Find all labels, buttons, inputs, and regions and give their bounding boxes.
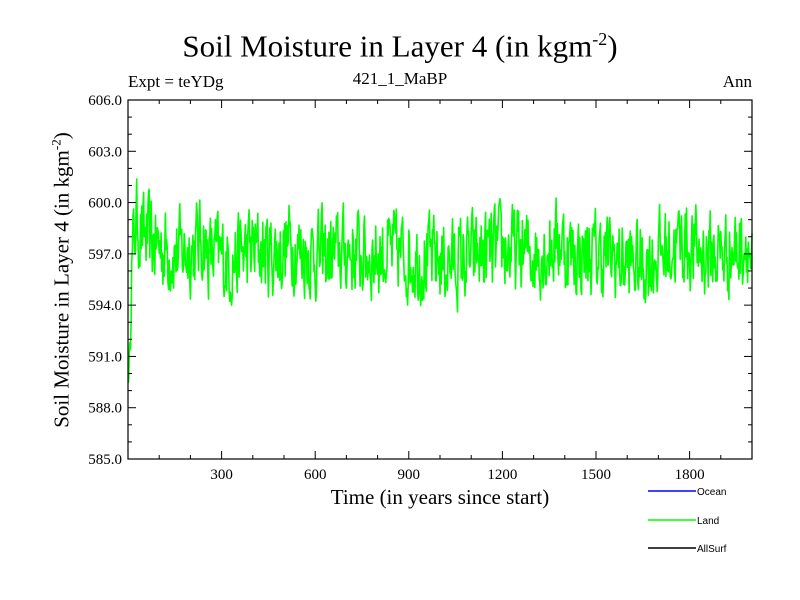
experiment-label: Expt = teYDg <box>128 72 224 91</box>
series-layer <box>127 178 753 383</box>
legend-label-land: Land <box>697 516 719 527</box>
x-tick-label: 1500 <box>581 467 611 483</box>
y-tick-label: 597.0 <box>88 247 122 263</box>
series-line-land <box>127 178 753 383</box>
y-tick-label: 603.0 <box>88 144 122 160</box>
season-label: Ann <box>722 72 752 91</box>
x-tick-label: 1800 <box>675 467 705 483</box>
y-tick-label: 600.0 <box>88 196 122 212</box>
chart-title-exponent: -2 <box>592 29 608 49</box>
y-tick-label: 594.0 <box>88 298 122 314</box>
x-tick-label: 600 <box>304 467 327 483</box>
x-tick-label: 300 <box>210 467 233 483</box>
chart-subtitle: 421_1_MaBP <box>352 69 448 88</box>
chart-title-close: ) <box>607 28 618 64</box>
y-tick-label: 585.0 <box>88 452 122 468</box>
legend: Ocean Land AllSurf <box>648 487 727 555</box>
legend-label-ocean: Ocean <box>697 487 726 498</box>
y-tick-label: 588.0 <box>88 401 122 417</box>
y-tick-label: 591.0 <box>88 349 122 365</box>
x-axis-label: Time (in years since start) <box>330 485 550 509</box>
y-tick-label: 606.0 <box>88 93 122 109</box>
chart-title: Soil Moisture in Layer 4 (in kgm-2) <box>0 30 800 61</box>
legend-label-allsurf: AllSurf <box>697 544 727 555</box>
axes-layer: 300 600 900 1200 1500 1800 585.0 588.0 591.0 594.… <box>88 93 753 483</box>
x-tick-label: 1200 <box>487 467 517 483</box>
x-tick-label: 900 <box>398 467 421 483</box>
chart-title-main: Soil Moisture in Layer 4 (in kgm <box>182 28 593 64</box>
